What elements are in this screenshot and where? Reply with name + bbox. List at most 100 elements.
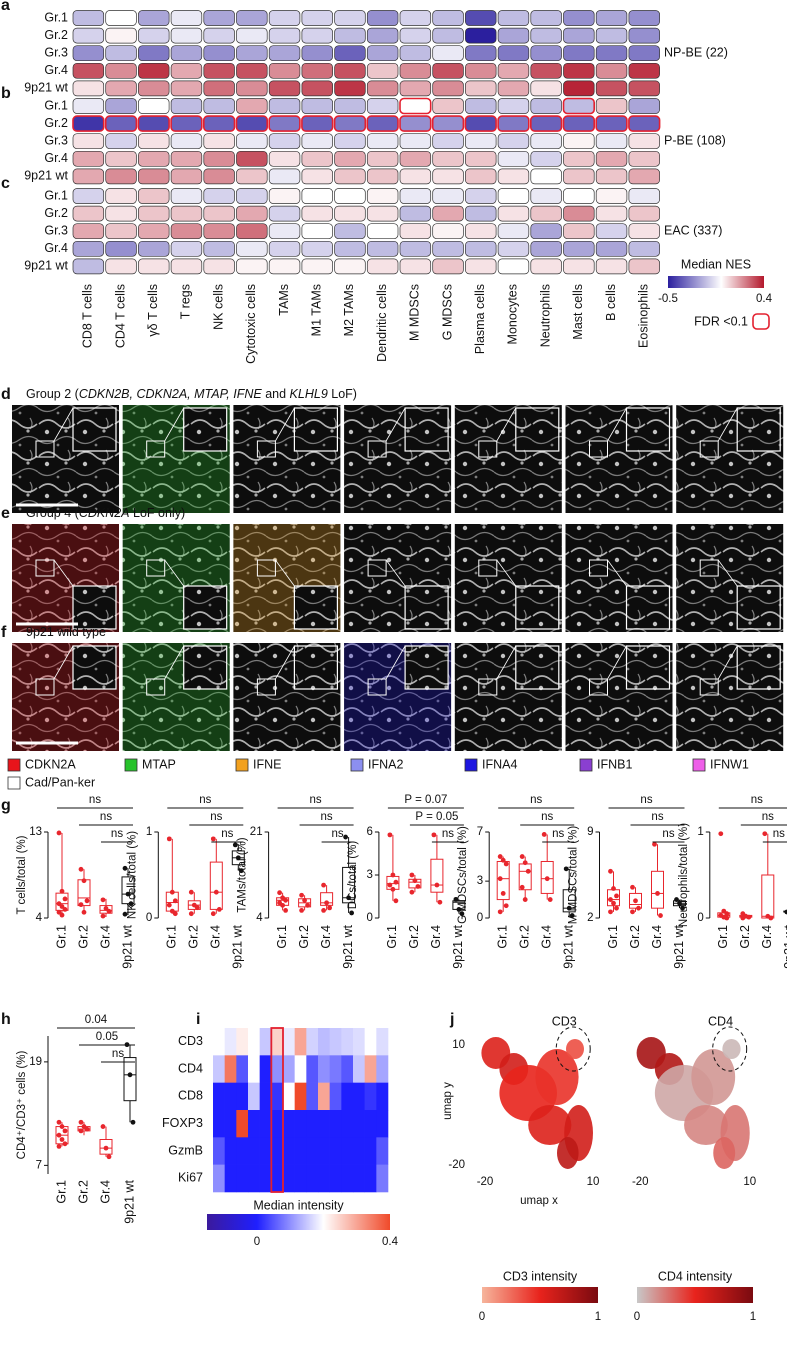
group-label: Gr.1 [275, 925, 289, 949]
comparison-label: ns [111, 828, 123, 840]
heat-cell [563, 205, 595, 222]
heat-cell [72, 240, 105, 257]
box [121, 876, 135, 905]
heat-cell [353, 1110, 365, 1138]
heat-cell [268, 45, 301, 62]
heat-cell [595, 10, 628, 26]
heat-cell [399, 80, 432, 97]
data-point [78, 902, 84, 908]
group-label: 9p21 wt [122, 1179, 136, 1223]
data-point [525, 868, 531, 874]
group-label: Gr.1 [716, 925, 730, 949]
heat-cell [341, 1055, 354, 1083]
heat-cell [306, 1164, 319, 1193]
heat-cell [236, 10, 268, 26]
heat-cell [334, 240, 366, 257]
heat-cell [497, 62, 530, 79]
data-point [210, 836, 216, 842]
heat-cell [268, 115, 301, 132]
data-point [305, 902, 310, 908]
heat-cell [105, 45, 137, 62]
data-point [277, 890, 282, 896]
data-point [56, 1132, 62, 1138]
heat-cell [530, 150, 562, 167]
heat-cell [271, 1164, 284, 1193]
heat-cell [138, 62, 170, 79]
data-point [62, 1141, 68, 1147]
heat-cell [497, 115, 530, 132]
y-tick-label: 9 [587, 826, 593, 838]
column-label: M MDSCs [408, 284, 422, 341]
inset-connector [717, 645, 738, 680]
inset [736, 585, 781, 630]
group-label: Gr.4 [650, 925, 664, 949]
fdr-outline [562, 97, 596, 115]
fdr-outline [170, 115, 203, 132]
heat-cell [628, 258, 660, 275]
data-point [172, 898, 178, 904]
data-point [56, 1119, 62, 1125]
heat-cell [399, 168, 432, 185]
data-point [324, 900, 329, 906]
fdr-outline [268, 115, 301, 132]
heat-cell [334, 168, 366, 185]
heat-cell [138, 205, 170, 222]
inset-region [589, 440, 608, 458]
heat-cell [203, 150, 235, 167]
heat-cell [432, 45, 464, 62]
group-label: Gr.1 [54, 925, 68, 949]
heat-cell [170, 150, 203, 167]
column-label: Mast cells [571, 284, 585, 340]
heat-cell [563, 168, 595, 185]
row-label: Gr.2 [44, 28, 68, 42]
inset [72, 585, 117, 630]
heat-cell [465, 80, 497, 97]
heat-cell [432, 205, 464, 222]
data-point [59, 1124, 65, 1129]
heat-cell [105, 98, 137, 114]
heat-cell [595, 258, 628, 275]
heat-cell [432, 10, 464, 26]
data-point [724, 911, 730, 917]
inset-region [478, 678, 498, 696]
group-label: Gr.4 [209, 925, 223, 949]
data-point [415, 884, 421, 889]
heat-cell [170, 240, 203, 257]
heat-cell [236, 188, 268, 204]
heat-cell [283, 1110, 295, 1138]
heat-cell [224, 1028, 237, 1056]
inset-connector [607, 645, 627, 680]
data-point [216, 907, 222, 912]
heat-cell [530, 27, 562, 44]
y-tick-label: 7 [477, 826, 483, 838]
box [209, 861, 223, 910]
inset-region [256, 678, 276, 696]
heat-cell [432, 223, 464, 240]
title-part: CDKN2B, CDKN2A, MTAP, IFNE [79, 387, 263, 401]
inset-connector [607, 559, 627, 587]
data-point [56, 909, 62, 915]
heat-cell [376, 1028, 389, 1056]
panel-letter: h [1, 1011, 11, 1028]
block-label: EAC (337) [664, 223, 722, 237]
heat-cell [465, 45, 497, 62]
heat-cell [170, 80, 203, 97]
colorbar-title: CD3 intensity [503, 1269, 578, 1283]
heat-cell [213, 1110, 225, 1138]
heat-cell [465, 223, 497, 240]
data-point [188, 911, 194, 917]
legend-label: Cad/Pan-ker [25, 775, 95, 789]
y-tick-label: 3 [366, 869, 372, 881]
legend-label: IFNA2 [368, 757, 403, 771]
inset-connector [496, 645, 517, 680]
box [761, 874, 775, 919]
heat-cell [294, 1028, 307, 1056]
heat-cell [341, 1082, 354, 1111]
heat-cell [595, 223, 628, 240]
heat-cell [236, 1055, 249, 1083]
data-point [412, 878, 418, 884]
y-axis-label: CD4⁺/CD3⁺ cells (%) [16, 1051, 28, 1160]
data-point [122, 911, 128, 917]
row-label: 9p21 wt [24, 259, 68, 273]
group-label: Gr.2 [407, 925, 421, 949]
